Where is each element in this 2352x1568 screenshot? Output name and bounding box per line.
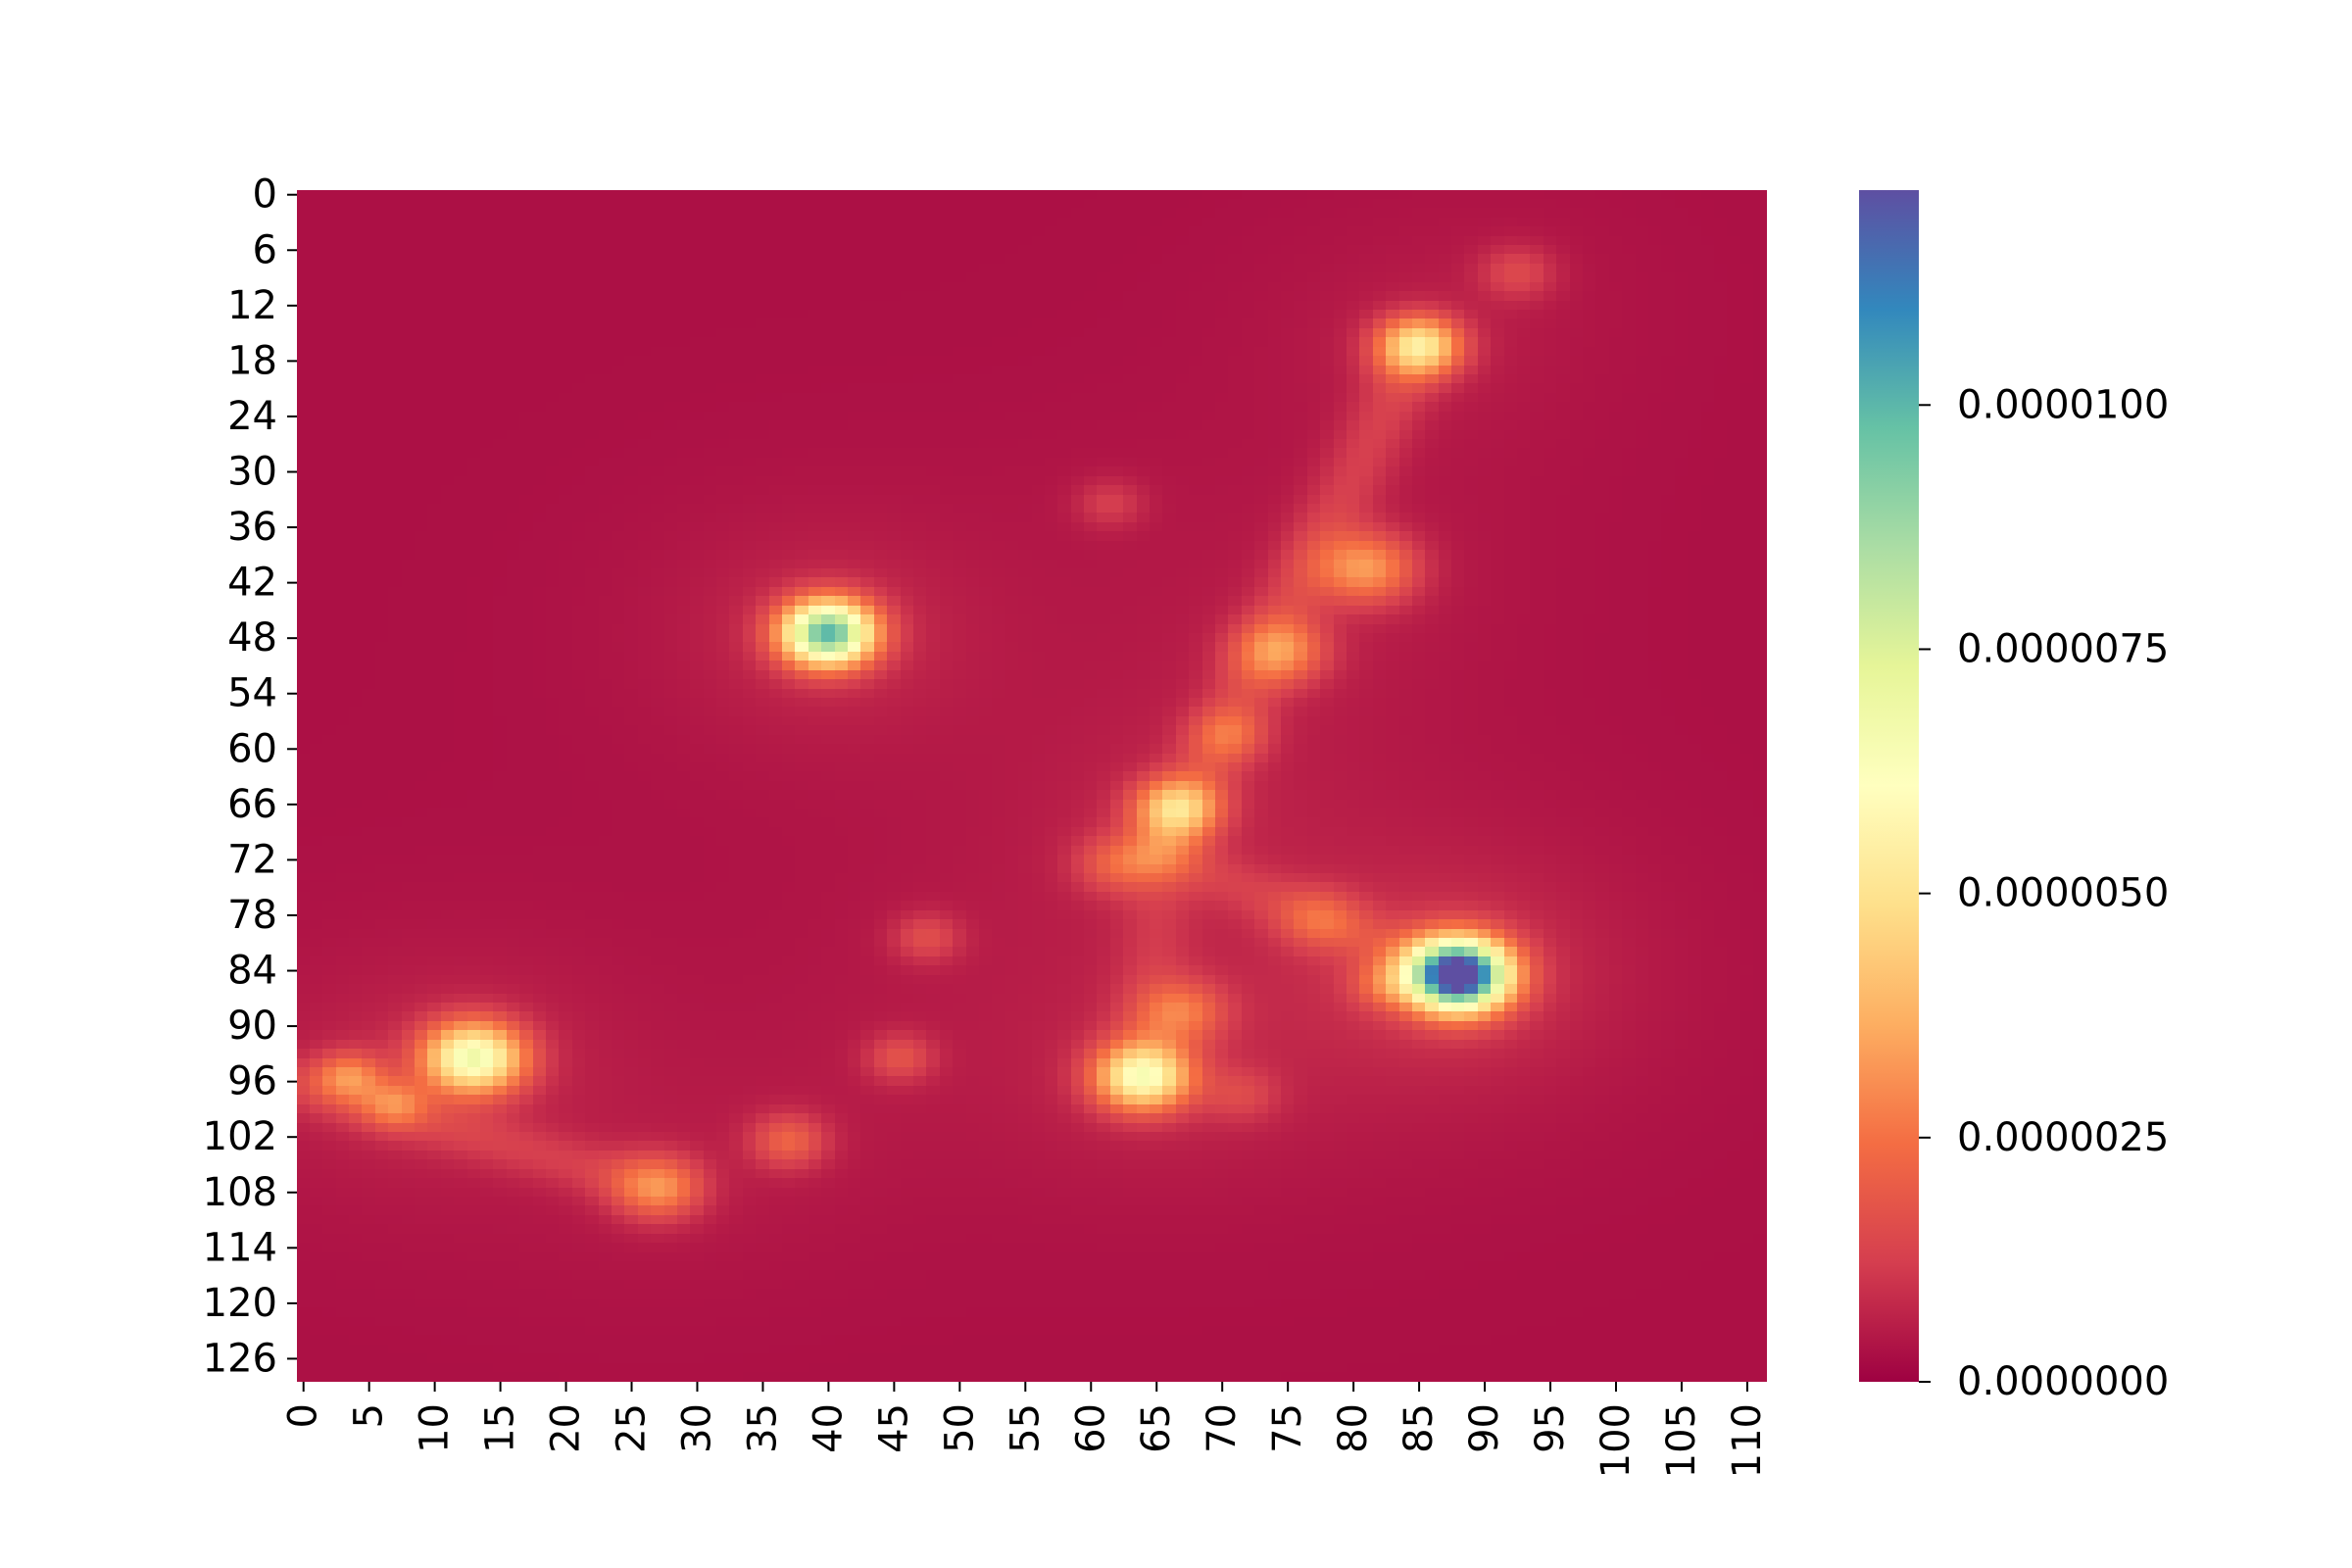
x-tick-label: 60 (1068, 1403, 1113, 1453)
colorbar-tick-label: 0.0000025 (1957, 1115, 2169, 1160)
x-tick-label: 105 (1659, 1403, 1704, 1478)
y-tick-label: 30 (227, 450, 277, 495)
x-tick-label: 35 (740, 1403, 785, 1453)
x-tick-label: 80 (1331, 1403, 1376, 1453)
colorbar-tick-label: 0.0000050 (1957, 871, 2169, 916)
colorbar-tick-label: 0.0000075 (1957, 626, 2169, 671)
y-tick-label: 102 (203, 1114, 277, 1159)
y-tick-label: 66 (227, 782, 277, 827)
x-tick-label: 0 (281, 1403, 326, 1428)
y-tick-label: 114 (203, 1225, 277, 1270)
x-tick-label: 10 (413, 1403, 458, 1453)
y-tick-label: 18 (227, 338, 277, 383)
x-tick-label: 110 (1725, 1403, 1770, 1478)
x-tick-label: 20 (544, 1403, 589, 1453)
colorbar-tick-label: 0.0000000 (1957, 1359, 2169, 1404)
x-tick-label: 90 (1462, 1403, 1507, 1453)
x-tick-label: 50 (937, 1403, 982, 1453)
x-tick-label: 15 (478, 1403, 523, 1453)
x-tick-label: 70 (1200, 1403, 1245, 1453)
colorbar-gradient (1859, 190, 1919, 1382)
x-tick-label: 40 (806, 1403, 851, 1453)
colorbar-tick-label: 0.0000100 (1957, 382, 2169, 427)
x-tick-label: 30 (674, 1403, 719, 1453)
x-axis: 0 5 10 15 20 25 30 35 40 45 50 55 60 65 70 75 80 85 90 95 10… (281, 1382, 1770, 1478)
heatmap-cells (297, 190, 1767, 1382)
colorbar: 0.0000000 0.0000025 0.0000050 0.0000075 0.00… (1859, 190, 2169, 1404)
y-tick-label: 90 (227, 1004, 277, 1049)
x-tick-label: 75 (1265, 1403, 1310, 1453)
x-tick-label: 95 (1528, 1403, 1573, 1453)
y-tick-label: 60 (227, 726, 277, 771)
y-tick-label: 72 (227, 837, 277, 882)
y-tick-label: 0 (253, 172, 277, 218)
y-tick-label: 120 (203, 1281, 277, 1326)
x-tick-label: 5 (347, 1403, 392, 1428)
x-tick-label: 25 (610, 1403, 655, 1453)
y-axis: 0 6 12 18 24 30 36 42 48 54 60 66 72 78 84 90 96 102 108 11… (203, 172, 297, 1381)
colorbar-ticks: 0.0000000 0.0000025 0.0000050 0.0000075 0.00… (1919, 382, 2169, 1404)
y-tick-label: 126 (203, 1336, 277, 1381)
x-tick-label: 45 (871, 1403, 916, 1453)
y-tick-label: 24 (227, 394, 277, 439)
x-tick-label: 65 (1134, 1403, 1179, 1453)
x-tick-label: 85 (1396, 1403, 1442, 1453)
y-tick-label: 48 (227, 615, 277, 661)
y-tick-label: 12 (227, 283, 277, 328)
y-tick-label: 6 (253, 227, 277, 272)
y-tick-label: 84 (227, 949, 277, 994)
y-tick-label: 42 (227, 561, 277, 606)
x-tick-label: 55 (1003, 1403, 1048, 1453)
y-tick-label: 108 (203, 1170, 277, 1215)
y-tick-label: 96 (227, 1059, 277, 1104)
x-tick-label: 100 (1593, 1403, 1639, 1478)
y-tick-label: 36 (227, 505, 277, 550)
y-tick-label: 54 (227, 671, 277, 716)
y-tick-label: 78 (227, 893, 277, 938)
heatmap-plot-area (297, 190, 1767, 1382)
